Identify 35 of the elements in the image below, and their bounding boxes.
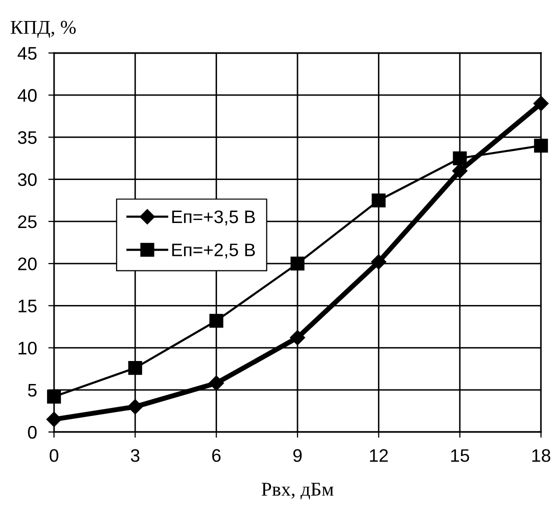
point: [290, 256, 304, 270]
y-tick-label: 25: [18, 215, 37, 228]
x-tick-label: 6: [212, 449, 221, 462]
y-tick-label: 45: [18, 47, 37, 60]
x-axis-title: Рвх, дБм: [262, 482, 334, 500]
y-tick-label: 10: [18, 342, 37, 354]
y-tick-label: 0: [28, 426, 37, 439]
y-tick-label: 40: [18, 89, 37, 102]
point: [128, 361, 142, 375]
x-tick-label: 15: [451, 449, 470, 462]
point: [452, 163, 468, 178]
y-tick-label: 15: [18, 300, 37, 312]
y-axis-title: КПД, %: [10, 20, 76, 38]
point: [209, 314, 224, 328]
x-tick-label: 12: [370, 449, 388, 462]
legend-label: Еп=+3,5 В: [172, 210, 255, 226]
point: [533, 96, 549, 112]
x-tick-label: 9: [293, 449, 302, 462]
point: [372, 193, 386, 208]
x-tick-label: 18: [532, 449, 550, 462]
point: [46, 412, 62, 427]
x-tick-label: 3: [130, 449, 140, 462]
x-tick-label: 0: [50, 449, 58, 462]
y-tick-label: 30: [18, 173, 37, 186]
point: [371, 254, 386, 270]
point: [290, 330, 306, 346]
y-tick-label: 20: [18, 257, 37, 270]
y-tick-label: 35: [18, 131, 37, 144]
point: [128, 399, 143, 414]
legend-label: Еп=+2,5 В: [172, 244, 255, 258]
point: [208, 376, 224, 391]
point: [47, 390, 61, 404]
y-tick-label: 5: [28, 384, 37, 397]
point: [534, 138, 548, 153]
point: [452, 151, 467, 166]
